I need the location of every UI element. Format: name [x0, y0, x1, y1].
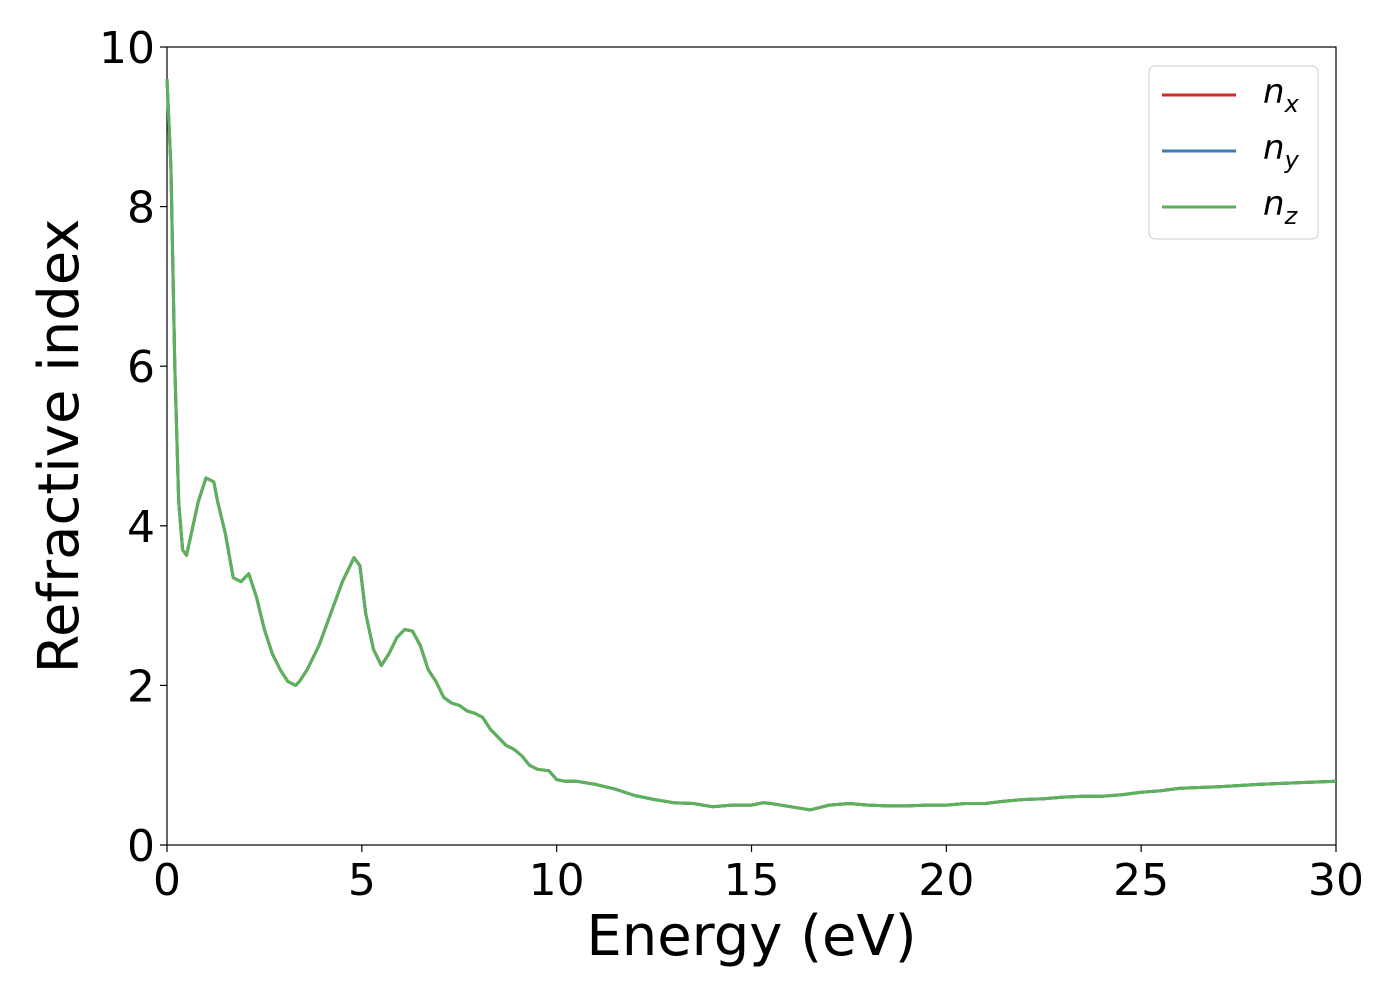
- x-tick-label: 25: [1113, 855, 1169, 906]
- y-tick-label: 10: [99, 23, 155, 74]
- legend-label-y: ny: [1263, 128, 1300, 174]
- y-axis-label: Refractive index: [27, 219, 92, 674]
- x-axis-label: Energy (eV): [586, 904, 916, 969]
- y-tick-label: 2: [127, 661, 155, 712]
- x-tick-label: 30: [1308, 855, 1364, 906]
- legend-label-z: nz: [1263, 184, 1299, 230]
- series-layer: [165, 78, 1337, 812]
- legend-label-x: nx: [1263, 72, 1300, 118]
- x-tick-label: 15: [724, 855, 780, 906]
- x-tick-label: 20: [918, 855, 974, 906]
- y-tick-label: 4: [127, 502, 155, 553]
- series-line-z: [165, 78, 1337, 812]
- y-tick-label: 8: [127, 183, 155, 234]
- legend: nx ny nz: [1148, 65, 1319, 240]
- x-tick-label: 5: [348, 855, 376, 906]
- x-tick-label: 10: [529, 855, 585, 906]
- y-tick-label: 0: [127, 821, 155, 872]
- x-axis-ticks: 0 5 10 15 20 25 30: [153, 845, 1364, 906]
- y-axis-ticks: 0 2 4 6 8 10: [99, 23, 167, 872]
- x-tick-label: 0: [153, 855, 181, 906]
- y-tick-label: 6: [127, 342, 155, 393]
